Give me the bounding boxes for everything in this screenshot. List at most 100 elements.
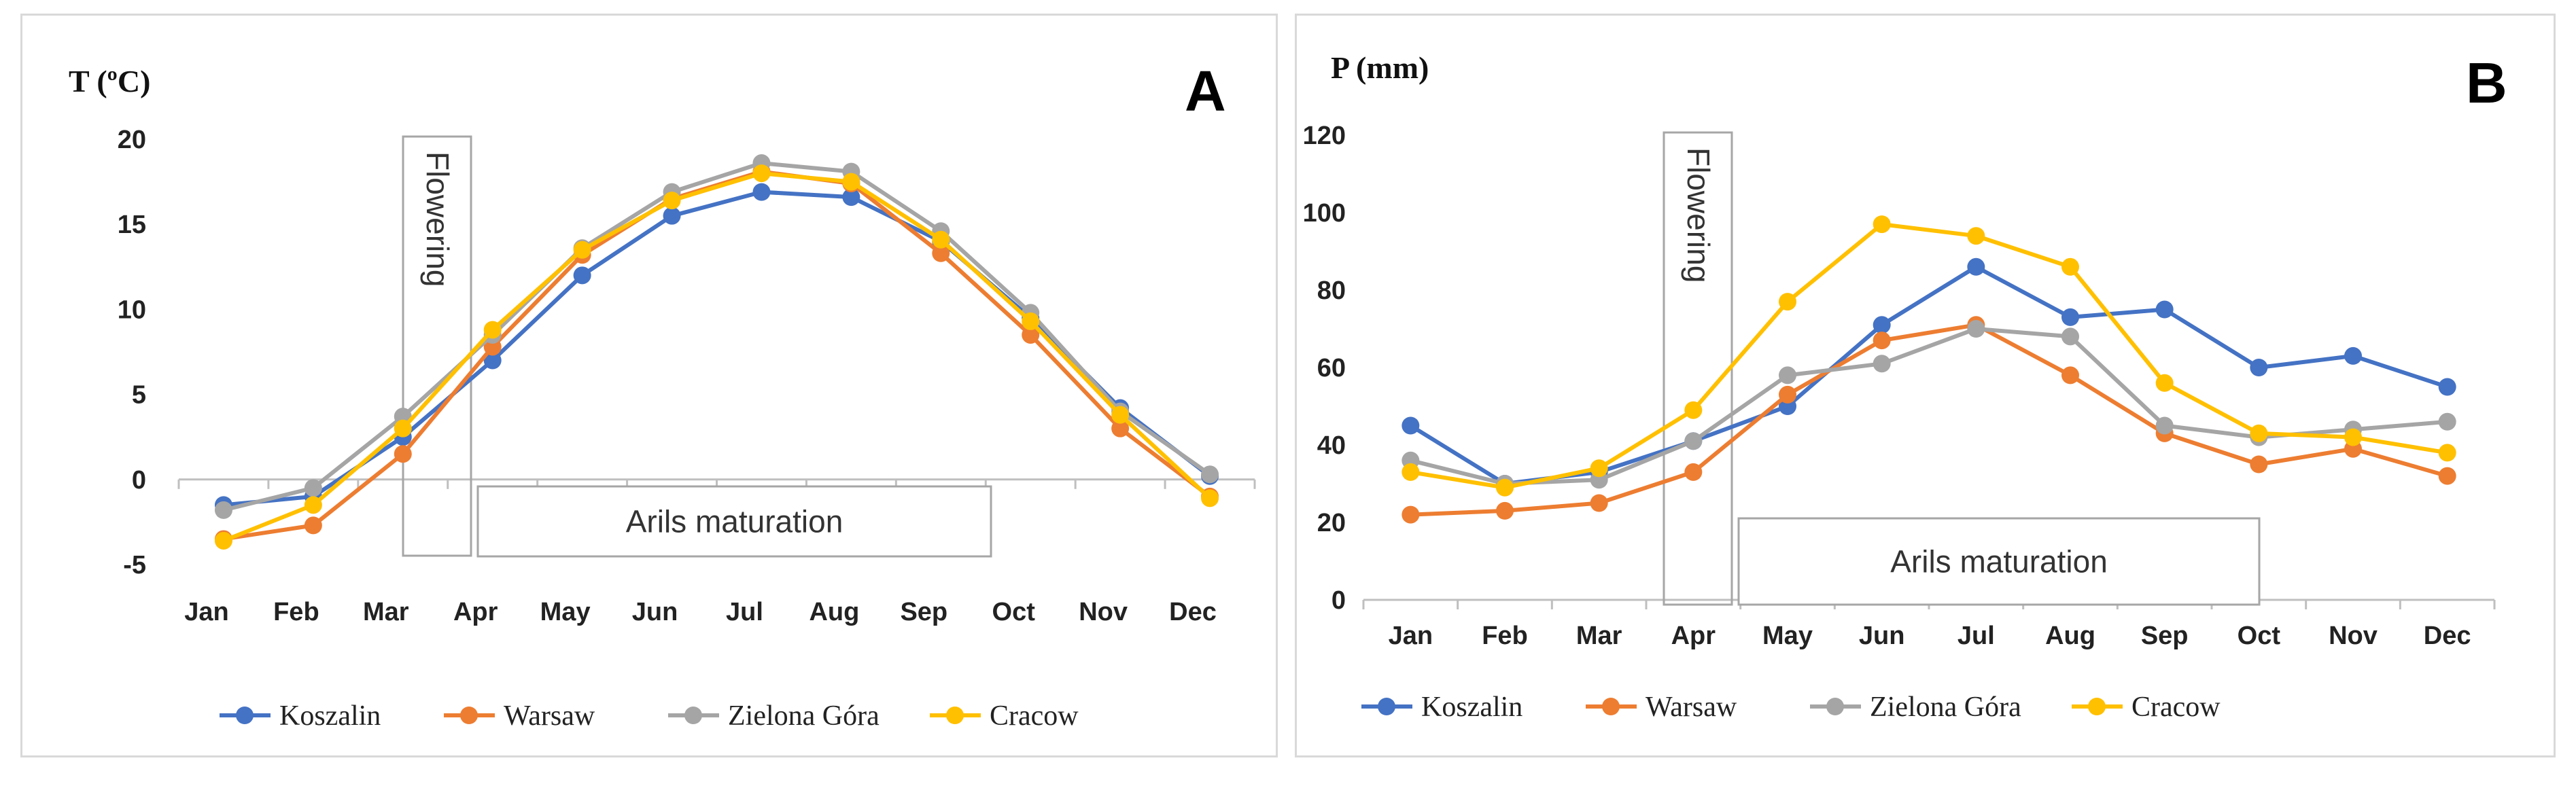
data-point-warsaw <box>932 244 950 262</box>
series-line-cracow <box>1410 222 2448 490</box>
x-tick-label: Apr <box>453 598 498 626</box>
y-tick-label: 0 <box>1331 586 1346 615</box>
data-point-cracow <box>1873 215 1891 234</box>
data-point-cracow <box>752 164 771 183</box>
x-tick-label: Jul <box>1957 622 1995 650</box>
x-tick-label: Sep <box>2141 622 2189 650</box>
series-line-koszalin <box>223 190 1211 507</box>
data-point-warsaw <box>1779 385 1796 404</box>
x-tick-label: Apr <box>1671 622 1716 650</box>
data-point-warsaw <box>2250 455 2268 474</box>
x-tick-label: Oct <box>992 598 1036 626</box>
legend-label-koszalin: Koszalin <box>1421 692 1522 723</box>
y-axis-label: P (mm) <box>1331 50 1429 85</box>
data-point-cracow <box>1684 401 1703 419</box>
arils-maturation-box <box>476 485 992 558</box>
data-point-cracow <box>1022 312 1040 330</box>
x-tick-label: May <box>1762 622 1813 650</box>
x-tick-label: Nov <box>2329 622 2378 650</box>
legend-marker-cracow <box>2088 698 2106 715</box>
legend-label-warsaw: Warsaw <box>1646 692 1737 723</box>
data-point-zielona-g-ra <box>304 479 322 497</box>
legend-marker-zielona-g-ra <box>684 707 702 724</box>
y-tick-label: 40 <box>1317 431 1346 460</box>
x-tick-label: Mar <box>1576 622 1622 650</box>
data-point-warsaw <box>304 516 322 535</box>
x-tick-label: Dec <box>1169 598 1217 626</box>
data-point-warsaw <box>2438 467 2456 485</box>
data-point-cracow <box>214 531 232 550</box>
legend-marker-koszalin <box>236 707 254 724</box>
panel-a-temperature-chart: T (ºC) A -5 0 5 10 15 20 Jan Feb Mar Apr May Jun Jul… <box>20 14 1278 757</box>
data-point-koszalin <box>2155 300 2174 319</box>
y-tick-label: 100 <box>1303 199 1346 228</box>
arils-maturation-label: Arils maturation <box>626 504 843 539</box>
data-point-cracow <box>1201 489 1219 507</box>
y-tick-label: 15 <box>118 211 146 239</box>
y-tick-label: 120 <box>1303 122 1346 150</box>
temperature-chart-svg: T (ºC) A -5 0 5 10 15 20 Jan Feb Mar Apr May Jun Jul… <box>69 59 1256 732</box>
data-point-cracow <box>2344 428 2362 446</box>
series-line-koszalin <box>1409 264 2448 486</box>
data-point-cracow <box>1402 463 1420 481</box>
series-line-warsaw <box>1410 323 2448 517</box>
data-point-warsaw <box>1402 505 1420 524</box>
y-axis-label: T (ºC) <box>69 64 150 99</box>
data-point-cracow <box>1111 406 1130 424</box>
data-point-warsaw <box>1111 419 1130 437</box>
x-tick-label: Jul <box>726 598 763 626</box>
x-tick-label: Jun <box>1859 622 1905 650</box>
data-point-cracow <box>483 321 502 339</box>
legend-label-zielona-g-ra: Zielona Góra <box>728 700 880 732</box>
legend-label-warsaw: Warsaw <box>504 700 595 732</box>
data-point-zielona-g-ra <box>1201 465 1219 484</box>
data-point-koszalin <box>1402 416 1420 435</box>
data-point-zielona-g-ra <box>1779 366 1796 385</box>
legend-label-cracow: Cracow <box>2131 692 2221 723</box>
data-point-cracow <box>1967 227 1985 245</box>
data-point-warsaw <box>1496 501 1514 520</box>
data-point-koszalin <box>573 266 591 285</box>
legend-label-koszalin: Koszalin <box>279 700 381 732</box>
arils-maturation-label: Arils maturation <box>1890 544 2108 579</box>
data-point-cracow <box>2438 444 2456 462</box>
data-point-cracow <box>573 240 591 259</box>
y-tick-label: 60 <box>1317 354 1346 382</box>
data-point-koszalin <box>663 207 681 225</box>
data-point-koszalin <box>2250 359 2268 376</box>
data-point-zielona-g-ra <box>1967 320 1985 338</box>
data-point-cracow <box>1779 293 1796 311</box>
data-point-zielona-g-ra <box>214 501 232 519</box>
y-tick-label: 10 <box>118 296 146 324</box>
data-point-cracow <box>1496 478 1514 497</box>
x-tick-label: Mar <box>363 598 409 626</box>
legend-marker-warsaw <box>460 707 478 724</box>
data-point-cracow <box>1590 459 1608 478</box>
flowering-label: Flowering <box>420 151 455 287</box>
data-point-cracow <box>304 496 322 514</box>
arils-maturation-box <box>1737 517 2261 606</box>
data-point-koszalin <box>752 183 771 201</box>
precipitation-chart-svg: P (mm) B 0 20 40 60 80 100 120 Jan Feb Mar Apr May J… <box>1303 50 2507 723</box>
data-point-warsaw <box>1022 325 1040 344</box>
panel-letter-a: A <box>1185 59 1226 123</box>
series-line-cracow <box>222 171 1212 543</box>
data-point-zielona-g-ra <box>1873 355 1891 373</box>
y-tick-label: 0 <box>132 466 146 495</box>
legend-marker-warsaw <box>1602 698 1620 715</box>
data-point-koszalin <box>1873 316 1891 334</box>
y-tick-label: 20 <box>1317 509 1346 537</box>
x-tick-label: Sep <box>900 598 947 626</box>
flowering-box <box>402 135 472 557</box>
data-point-warsaw <box>1590 494 1608 512</box>
data-point-warsaw <box>1684 463 1703 481</box>
x-tick-label: Aug <box>2045 622 2095 650</box>
data-point-zielona-g-ra <box>2438 412 2456 431</box>
y-tick-label: -5 <box>123 551 146 579</box>
data-point-koszalin <box>2438 378 2456 396</box>
data-point-zielona-g-ra <box>2155 416 2174 435</box>
data-point-warsaw <box>2061 366 2079 385</box>
data-point-cracow <box>2250 424 2268 442</box>
data-point-koszalin <box>2344 346 2362 365</box>
x-tick-label: Jan <box>184 598 228 626</box>
